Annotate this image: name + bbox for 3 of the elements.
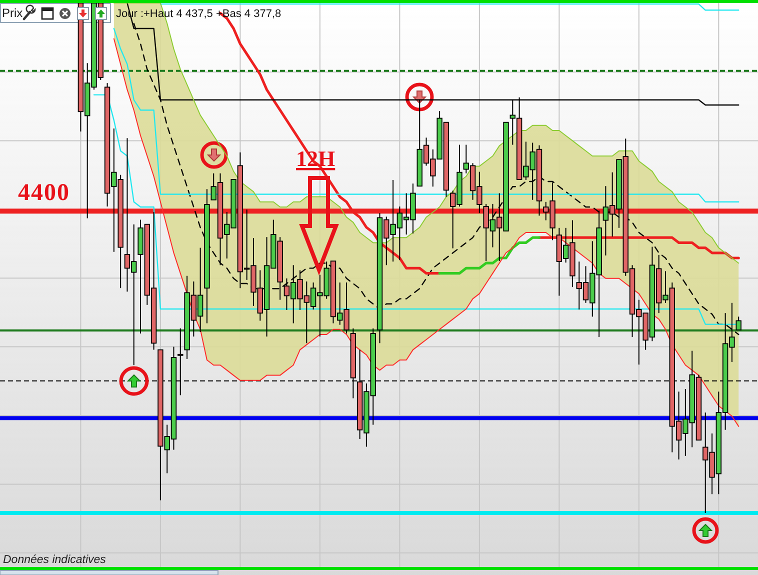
annotation: 4400 bbox=[18, 180, 70, 206]
chart-title: Prix bbox=[2, 6, 23, 20]
text: Données indicatives bbox=[3, 554, 106, 566]
